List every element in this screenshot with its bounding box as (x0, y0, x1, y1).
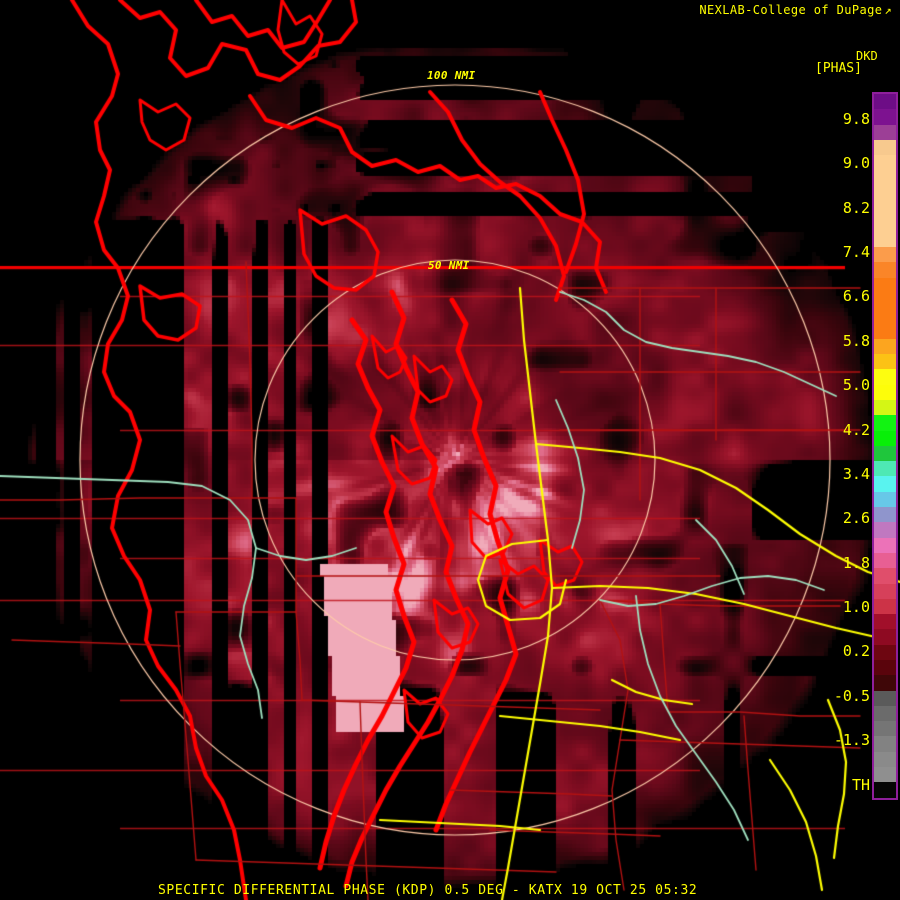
colorbar-swatch (874, 369, 896, 385)
colorbar-swatch (874, 445, 896, 462)
colorbar-swatch (874, 568, 896, 584)
range-ring-label-50nmi: 50 NMI (428, 259, 470, 272)
colorbar-field-label: [PHAS] (815, 61, 862, 76)
colorbar-tick-label: 9.8 (842, 110, 870, 128)
colorbar-tick-label: 9.0 (842, 154, 870, 173)
colorbar-legend: DKD [PHAS] 9.8 9.0 8.2 7.4 6.6 5.8 5.0 4.2 3.4 2.… (812, 48, 900, 808)
colorbar-swatch (874, 262, 896, 278)
product-caption: SPECIFIC DIFFERENTIAL PHASE (KDP) 0.5 DE… (158, 883, 698, 898)
colorbar-tick-label: 7.4 (842, 243, 870, 262)
colorbar-tick-label: -0.5 (833, 686, 870, 705)
colorbar-swatch (874, 782, 896, 798)
colorbar-swatch (874, 338, 896, 355)
colorbar-swatch (874, 690, 896, 706)
colorbar-swatch (874, 583, 896, 599)
colorbar-strip-frame (872, 92, 898, 800)
colorbar-swatch (874, 231, 896, 247)
colorbar-tick-label: 4.2 (842, 420, 870, 439)
colorbar-swatch (874, 721, 896, 737)
colorbar-swatch (874, 675, 896, 691)
colorbar-swatch (874, 201, 896, 217)
colorbar-swatch (874, 399, 896, 416)
colorbar-tick-label: 0.2 (842, 642, 870, 661)
colorbar-swatch (874, 491, 896, 508)
colorbar-tick-label: 1.0 (842, 597, 870, 616)
colorbar-swatch (874, 155, 896, 171)
provider-credit[interactable]: NEXLAB-College of DuPage ↗ (699, 3, 892, 17)
colorbar-swatch (874, 292, 896, 309)
colorbar-swatch (874, 537, 896, 553)
colorbar-threshold-label: TH (851, 776, 870, 794)
colorbar-swatch (874, 277, 896, 293)
colorbar-swatch (874, 185, 896, 202)
colorbar-tick-label: 5.8 (842, 331, 870, 350)
external-link-icon: ↗ (884, 3, 892, 17)
colorbar-swatch (874, 124, 896, 140)
colorbar-swatch (874, 94, 896, 110)
colorbar-swatch (874, 614, 896, 630)
colorbar-swatch (874, 552, 896, 569)
colorbar-swatch (874, 598, 896, 615)
colorbar-tick-labels: 9.8 9.0 8.2 7.4 6.6 5.8 5.0 4.2 3.4 2.6 1.8 1.0 0.2 -… (812, 48, 870, 808)
colorbar-tick-label: 1.8 (842, 553, 870, 572)
colorbar-tick-label: 3.4 (842, 464, 870, 483)
colorbar-swatch (874, 139, 896, 156)
colorbar-swatch (874, 308, 896, 324)
colorbar-swatch (874, 384, 896, 400)
colorbar-tick-label: 8.2 (842, 198, 870, 217)
colorbar-tick-label: 2.6 (842, 509, 870, 528)
colorbar-units-label: DKD (856, 49, 878, 63)
range-ring-label-100nmi: 100 NMI (427, 69, 476, 82)
colorbar-swatch (874, 705, 896, 722)
provider-credit-text: NEXLAB-College of DuPage (699, 3, 883, 17)
colorbar-swatch (874, 246, 896, 263)
colorbar-swatch (874, 216, 896, 232)
colorbar-swatch (874, 644, 896, 660)
colorbar-swatch (874, 522, 896, 538)
colorbar-swatch (874, 736, 896, 752)
colorbar-swatch (874, 629, 896, 645)
colorbar-swatch (874, 354, 896, 370)
colorbar-swatch (874, 461, 896, 477)
colorbar-swatch (874, 476, 896, 492)
colorbar-color-strip (874, 94, 896, 798)
colorbar-swatch (874, 767, 896, 783)
colorbar-tick-label: 5.0 (842, 376, 870, 395)
colorbar-swatch (874, 659, 896, 676)
colorbar-tick-label: -1.3 (833, 731, 870, 749)
colorbar-swatch (874, 415, 896, 431)
colorbar-swatch (874, 507, 896, 523)
colorbar-swatch (874, 170, 896, 186)
colorbar-swatch (874, 323, 896, 339)
colorbar-swatch (874, 109, 896, 125)
colorbar-swatch (874, 430, 896, 446)
colorbar-tick-label: 6.6 (842, 287, 870, 306)
colorbar-swatch (874, 751, 896, 768)
